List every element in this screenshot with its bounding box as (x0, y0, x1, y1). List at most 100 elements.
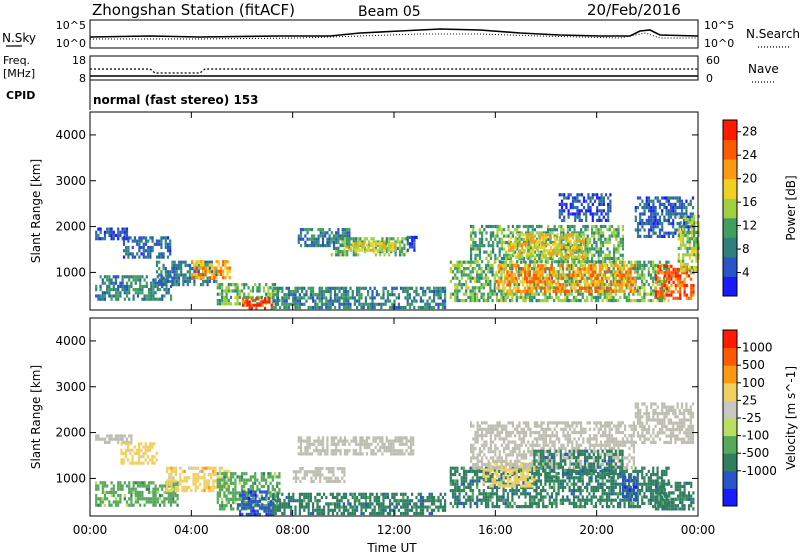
data-cell (599, 295, 602, 299)
data-cell (341, 470, 344, 474)
data-cell (166, 482, 169, 486)
data-cell (147, 497, 151, 501)
data-cell (526, 264, 529, 268)
data-cell (325, 296, 328, 300)
data-cell (629, 273, 632, 277)
data-cell (329, 286, 332, 290)
data-cell (120, 461, 123, 465)
data-cell (391, 248, 394, 252)
data-cell (525, 242, 528, 246)
data-cell (125, 503, 129, 507)
data-cell (337, 442, 340, 446)
data-cell (168, 482, 171, 486)
data-cell (154, 291, 157, 295)
data-cell (583, 264, 586, 268)
data-cell (560, 242, 563, 246)
data-cell (460, 260, 463, 264)
data-cell (212, 489, 215, 493)
data-cell (602, 240, 605, 245)
data-cell (339, 234, 342, 238)
data-cell (657, 277, 660, 281)
data-cell (117, 487, 120, 491)
data-cell (530, 252, 533, 256)
data-cell (140, 245, 143, 250)
data-cell (602, 224, 605, 229)
data-cell (95, 497, 98, 501)
data-cell (560, 209, 564, 213)
data-cell (469, 276, 472, 280)
data-cell (279, 305, 282, 310)
data-cell (639, 234, 642, 238)
data-cell (262, 289, 266, 293)
data-cell (218, 494, 222, 498)
data-cell (340, 296, 343, 300)
data-cell (697, 230, 700, 234)
data-cell (650, 218, 653, 222)
data-cell (334, 502, 337, 506)
data-cell (608, 256, 611, 261)
data-cell (314, 299, 317, 303)
data-cell (585, 280, 588, 284)
data-cell (508, 277, 511, 281)
data-cell (594, 286, 597, 290)
data-cell (199, 476, 202, 480)
data-cell (422, 305, 425, 310)
data-cell (643, 260, 646, 264)
data-cell (613, 260, 616, 264)
data-cell (596, 289, 599, 293)
data-cell (250, 500, 253, 504)
data-cell (534, 277, 538, 281)
data-cell (501, 270, 505, 274)
data-cell (665, 199, 668, 203)
data-cell (169, 239, 172, 243)
data-cell (405, 449, 408, 453)
data-cell (565, 202, 568, 206)
data-cell (321, 442, 325, 446)
data-cell (585, 209, 588, 213)
data-cell (365, 237, 369, 241)
data-cell (476, 292, 479, 296)
data-cell (223, 507, 226, 511)
data-cell (520, 267, 523, 271)
data-cell (339, 436, 342, 440)
data-cell (493, 286, 496, 290)
data-cell (618, 264, 621, 268)
data-cell (161, 494, 164, 498)
data-cell (276, 508, 279, 512)
data-cell (408, 245, 412, 249)
data-cell (600, 196, 603, 200)
data-cell (570, 286, 573, 290)
data-cell (389, 305, 392, 310)
data-cell (560, 224, 563, 229)
data-cell (247, 286, 250, 290)
data-cell (299, 449, 303, 453)
data-cell (692, 287, 695, 291)
data-cell (121, 437, 124, 441)
data-cell (493, 273, 496, 277)
data-cell (149, 245, 152, 250)
data-cell (236, 299, 239, 303)
data-cell (145, 275, 148, 279)
data-cell (534, 270, 538, 274)
data-cell (112, 437, 115, 441)
data-cell (326, 449, 329, 453)
data-cell (327, 502, 330, 506)
data-cell (317, 449, 320, 453)
data-cell (368, 436, 371, 440)
data-cell (658, 228, 662, 232)
data-cell (667, 199, 670, 203)
data-cell (357, 452, 360, 456)
data-cell (301, 476, 304, 480)
data-cell (110, 237, 113, 241)
data-cell (169, 279, 172, 283)
data-cell (123, 288, 126, 292)
data-cell (511, 234, 514, 238)
data-cell (545, 277, 549, 281)
data-cell (627, 270, 630, 274)
data-cell (245, 478, 248, 482)
data-cell (363, 439, 366, 443)
data-cell (207, 466, 210, 470)
data-cell (509, 240, 512, 245)
data-cell (605, 295, 609, 299)
data-cell (103, 230, 107, 234)
